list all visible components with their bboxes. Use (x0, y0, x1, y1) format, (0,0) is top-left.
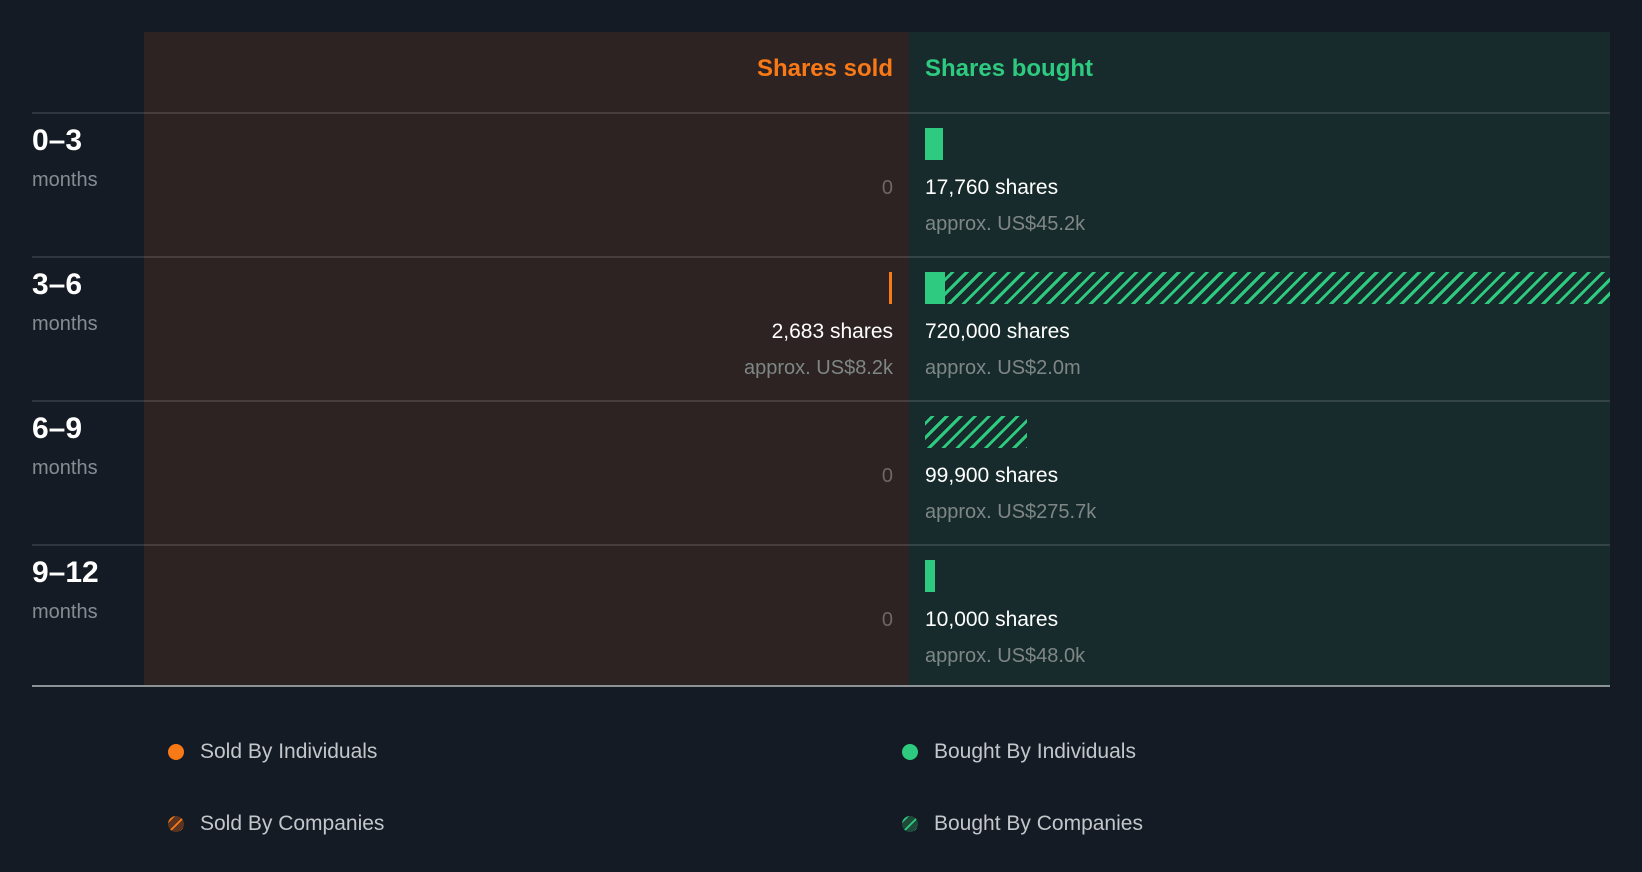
bought-cell: 99,900 shares approx. US$275.7k (925, 401, 1610, 545)
sold-shares: 2,683 shares (771, 320, 893, 343)
shares-sold-header: Shares sold (756, 55, 893, 82)
row-divider (32, 544, 1610, 546)
bought-shares: 17,760 shares (925, 176, 1059, 199)
legend-label: Sold By Individuals (200, 740, 378, 763)
row-divider (32, 112, 1610, 114)
orange-dot-icon (168, 744, 184, 760)
bought-individuals-bar[interactable] (925, 560, 935, 592)
bought-bar[interactable] (925, 416, 1610, 448)
sold-cell: 2,683 shares approx. US$8.2k (193, 257, 893, 401)
period-unit: months (32, 457, 98, 479)
green-dot-icon (902, 744, 918, 760)
bought-companies-bar[interactable] (945, 272, 1610, 304)
orange-hatched-dot-icon (168, 816, 184, 832)
table-row: 3–6 months 2,683 shares approx. US$8.2k … (0, 257, 1642, 401)
table-row: 0–3 months 0 17,760 shares approx. US$45… (0, 113, 1642, 257)
bought-individuals-bar[interactable] (925, 128, 943, 160)
sold-zero-value: 0 (881, 609, 893, 631)
period-unit: months (32, 601, 98, 623)
bought-cell: 10,000 shares approx. US$48.0k (925, 545, 1610, 685)
period-unit: months (32, 313, 98, 335)
sold-approx-value: approx. US$8.2k (744, 357, 893, 379)
sold-cell: 0 (193, 545, 893, 685)
sold-zero-value: 0 (881, 465, 893, 487)
bought-shares: 720,000 shares (925, 320, 1070, 343)
row-divider (32, 400, 1610, 402)
sold-panel (144, 32, 909, 686)
sold-zero-value: 0 (881, 177, 893, 199)
bought-shares: 10,000 shares (925, 608, 1059, 631)
table-row: 6–9 months 0 99,900 shares approx. US$27… (0, 401, 1642, 545)
bought-shares: 99,900 shares (925, 464, 1059, 487)
period-unit: months (32, 169, 98, 191)
bought-panel (909, 32, 1610, 686)
legend-sold-individuals[interactable]: Sold By Individuals (168, 740, 377, 764)
period-label: 3–6 (32, 268, 83, 301)
bought-approx-value: approx. US$2.0m (925, 357, 1081, 379)
sold-individuals-bar[interactable] (889, 272, 892, 304)
bought-cell: 720,000 shares approx. US$2.0m (925, 257, 1610, 401)
legend-sold-companies[interactable]: Sold By Companies (168, 812, 384, 836)
legend-bought-companies[interactable]: Bought By Companies (902, 812, 1143, 836)
period-label: 9–12 (32, 556, 99, 589)
row-divider (32, 256, 1610, 258)
bought-bar[interactable] (925, 560, 1610, 592)
sold-cell: 0 (193, 113, 893, 257)
chart-baseline (32, 685, 1610, 687)
bought-approx-value: approx. US$48.0k (925, 645, 1086, 667)
bought-approx-value: approx. US$45.2k (925, 213, 1086, 235)
sold-cell: 0 (193, 401, 893, 545)
legend-bought-individuals[interactable]: Bought By Individuals (902, 740, 1136, 764)
period-label: 0–3 (32, 124, 83, 157)
bought-bar[interactable] (925, 272, 1610, 304)
bought-approx-value: approx. US$275.7k (925, 501, 1097, 523)
green-hatched-dot-icon (902, 816, 918, 832)
bought-companies-bar[interactable] (925, 416, 1027, 448)
legend-label: Bought By Companies (934, 812, 1143, 835)
table-row: 9–12 months 0 10,000 shares approx. US$4… (0, 545, 1642, 689)
bought-cell: 17,760 shares approx. US$45.2k (925, 113, 1610, 257)
bought-individuals-bar[interactable] (925, 272, 945, 304)
shares-bought-header: Shares bought (925, 55, 1094, 82)
period-label: 6–9 (32, 412, 83, 445)
legend-label: Sold By Companies (200, 812, 385, 835)
bought-bar[interactable] (925, 128, 1610, 160)
legend-label: Bought By Individuals (934, 740, 1136, 763)
sold-bar[interactable] (193, 272, 893, 304)
